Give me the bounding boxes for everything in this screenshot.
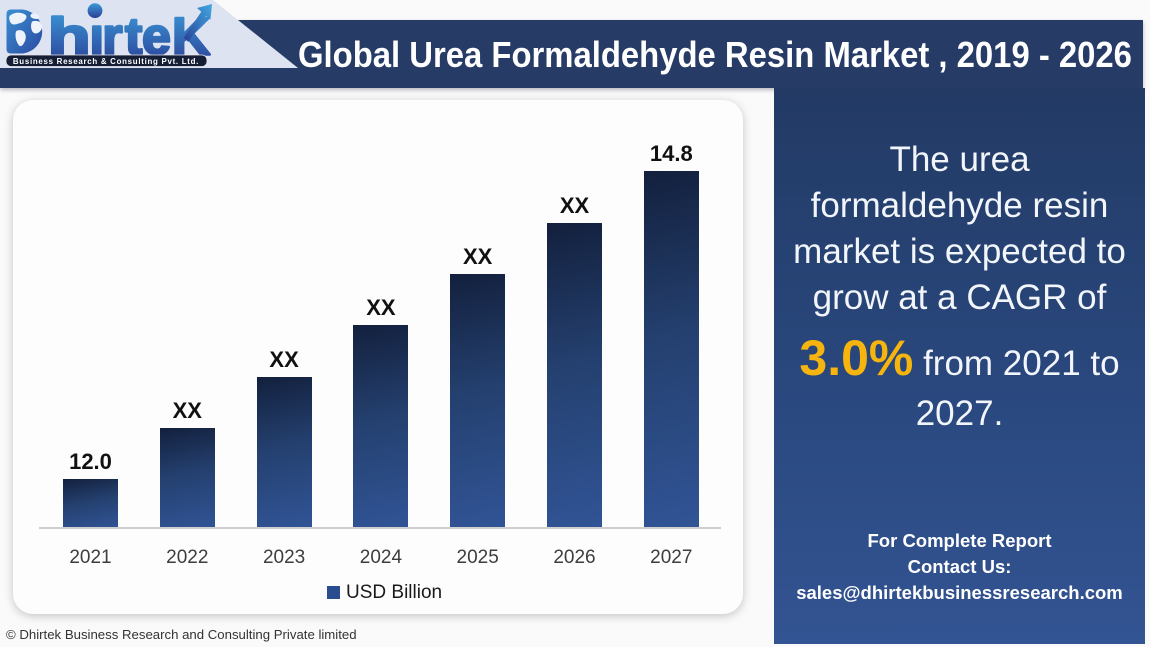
svg-text:r: r: [102, 8, 122, 66]
svg-text:t: t: [125, 8, 142, 66]
svg-text:Business Research & Consulting: Business Research & Consulting Pvt. Ltd.: [13, 57, 199, 66]
svg-text:ı: ı: [90, 8, 104, 66]
